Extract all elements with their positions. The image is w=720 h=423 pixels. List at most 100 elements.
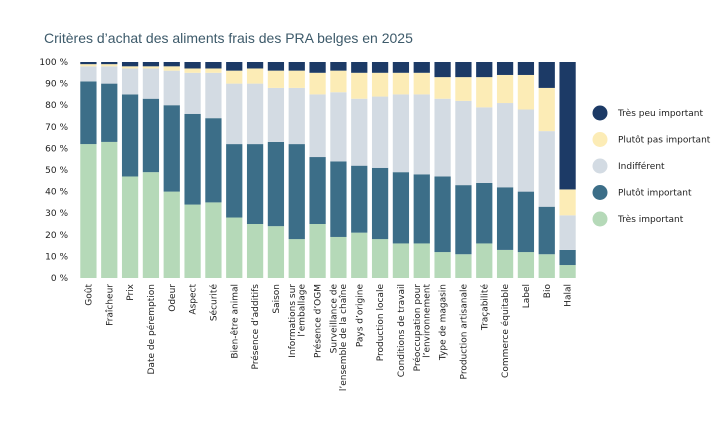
svg-text:Fraîcheur: Fraîcheur [105, 284, 115, 326]
svg-text:l’environnement: l’environnement [423, 284, 433, 358]
svg-text:Goût: Goût [84, 284, 94, 306]
bar-segment [476, 182, 493, 244]
bar-segment [246, 68, 264, 84]
bar-segment [413, 243, 430, 278]
bar-segment [434, 98, 451, 177]
svg-text:Bio: Bio [543, 284, 553, 299]
bar-segment [205, 68, 222, 73]
bar-segment [330, 161, 347, 237]
x-tick-label: Production artisanale [459, 284, 469, 380]
y-tick-label: 90 % [45, 80, 68, 90]
bar-segment [101, 83, 118, 142]
x-tick-label: Odeur [168, 284, 178, 312]
bar-segment [351, 62, 368, 73]
bar-segment [330, 236, 347, 278]
bar-segment [517, 74, 535, 110]
x-tick-label: Présence d’additifs [250, 284, 261, 370]
bar-segment [517, 62, 535, 75]
bar-segment [184, 204, 201, 278]
bar-segment [309, 94, 326, 158]
bar-segment [496, 74, 514, 104]
bar-segment [121, 68, 139, 95]
bar-segment [163, 66, 180, 71]
bar-segment [455, 62, 472, 78]
x-tick-label: Bien-être animal [229, 284, 240, 359]
bar-segment [434, 77, 451, 99]
bar-segment [392, 72, 410, 95]
svg-text:Pays d’origine: Pays d’origine [355, 284, 365, 348]
bar-segment [559, 265, 576, 278]
bar-segment [496, 249, 514, 278]
bar-segment [455, 254, 472, 278]
bar-segment [288, 87, 305, 145]
y-tick-label: 60 % [45, 144, 68, 154]
bar-segment [351, 72, 368, 99]
bar-segment [101, 62, 118, 65]
bar-segment [184, 68, 201, 73]
bar-segment [288, 70, 305, 88]
y-tick-label: 40 % [45, 188, 68, 198]
bar-segment [288, 62, 305, 71]
bar-segment [80, 81, 97, 145]
x-tick-label: Pays d’origine [355, 284, 365, 348]
svg-text:Conditions de travail: Conditions de travail [397, 284, 407, 377]
x-tick-label: Type de magasin [439, 284, 449, 361]
bars [80, 62, 576, 278]
bar-segment [392, 243, 410, 278]
bar-segment [205, 72, 222, 119]
x-tick-label: Surveillance de l’ensemble de la chaîne [330, 284, 350, 392]
bar-segment [101, 141, 118, 278]
bar-segment [476, 77, 493, 108]
bar-segment [121, 94, 139, 177]
bar-segment [267, 226, 285, 278]
x-tick-label: Aspect [189, 284, 199, 315]
bar-segment [80, 66, 97, 82]
bar-segment [517, 191, 535, 253]
y-axis: 0 % 10 % 20 % 30 % 40 % 50 % 60 % 70 % 80 % 90 % 1… [39, 58, 68, 284]
bar-segment [455, 100, 472, 186]
legend-label: Plutôt important [618, 188, 692, 199]
bar-segment [121, 176, 139, 278]
bar-segment [476, 243, 493, 278]
bar-segment [538, 131, 555, 207]
bar-segment [538, 87, 555, 132]
bar-segment [163, 62, 180, 67]
bar-segment [80, 62, 97, 65]
bar-segment [371, 62, 389, 73]
bar-segment [434, 62, 451, 78]
x-tick-label: Traçabilité [479, 284, 490, 332]
svg-text:l’ensemble de la chaîne: l’ensemble de la chaîne [339, 284, 349, 392]
bar-segment [226, 144, 243, 218]
bar-segment [121, 62, 139, 67]
legend-swatch [592, 185, 608, 200]
legend-swatch [592, 105, 608, 121]
svg-text:Prix: Prix [126, 283, 136, 300]
legend-label: Plutôt pas important [618, 135, 711, 146]
x-tick-label: Présence d’OGM [313, 284, 324, 358]
bar-segment [476, 107, 493, 183]
svg-text:Aspect: Aspect [189, 284, 199, 315]
bar-segment [142, 172, 160, 278]
bar-segment [309, 224, 326, 278]
y-tick-label: 80 % [45, 101, 68, 111]
x-tick-label: Date de péremption [146, 284, 157, 375]
legend-label: Très important [617, 214, 684, 225]
bar-segment [351, 232, 368, 278]
bar-segment [538, 254, 555, 278]
y-tick-label: 10 % [45, 252, 68, 262]
x-tick-label: Production locale [376, 284, 386, 362]
bar-segment [163, 70, 180, 106]
chart-title: Critères d’achat des aliments frais des … [44, 30, 413, 46]
bar-segment [121, 66, 139, 69]
bar-segment [517, 252, 535, 278]
svg-text:Type de magasin: Type de magasin [439, 284, 449, 361]
bar-segment [267, 70, 285, 88]
bar-segment [163, 191, 180, 278]
bar-segment [496, 103, 514, 188]
svg-text:Production artisanale: Production artisanale [459, 284, 469, 380]
bar-segment [246, 224, 264, 278]
bar-segment [309, 157, 326, 224]
svg-text:Odeur: Odeur [168, 284, 178, 312]
bar-segment [142, 66, 160, 69]
svg-text:Saison: Saison [272, 284, 282, 314]
